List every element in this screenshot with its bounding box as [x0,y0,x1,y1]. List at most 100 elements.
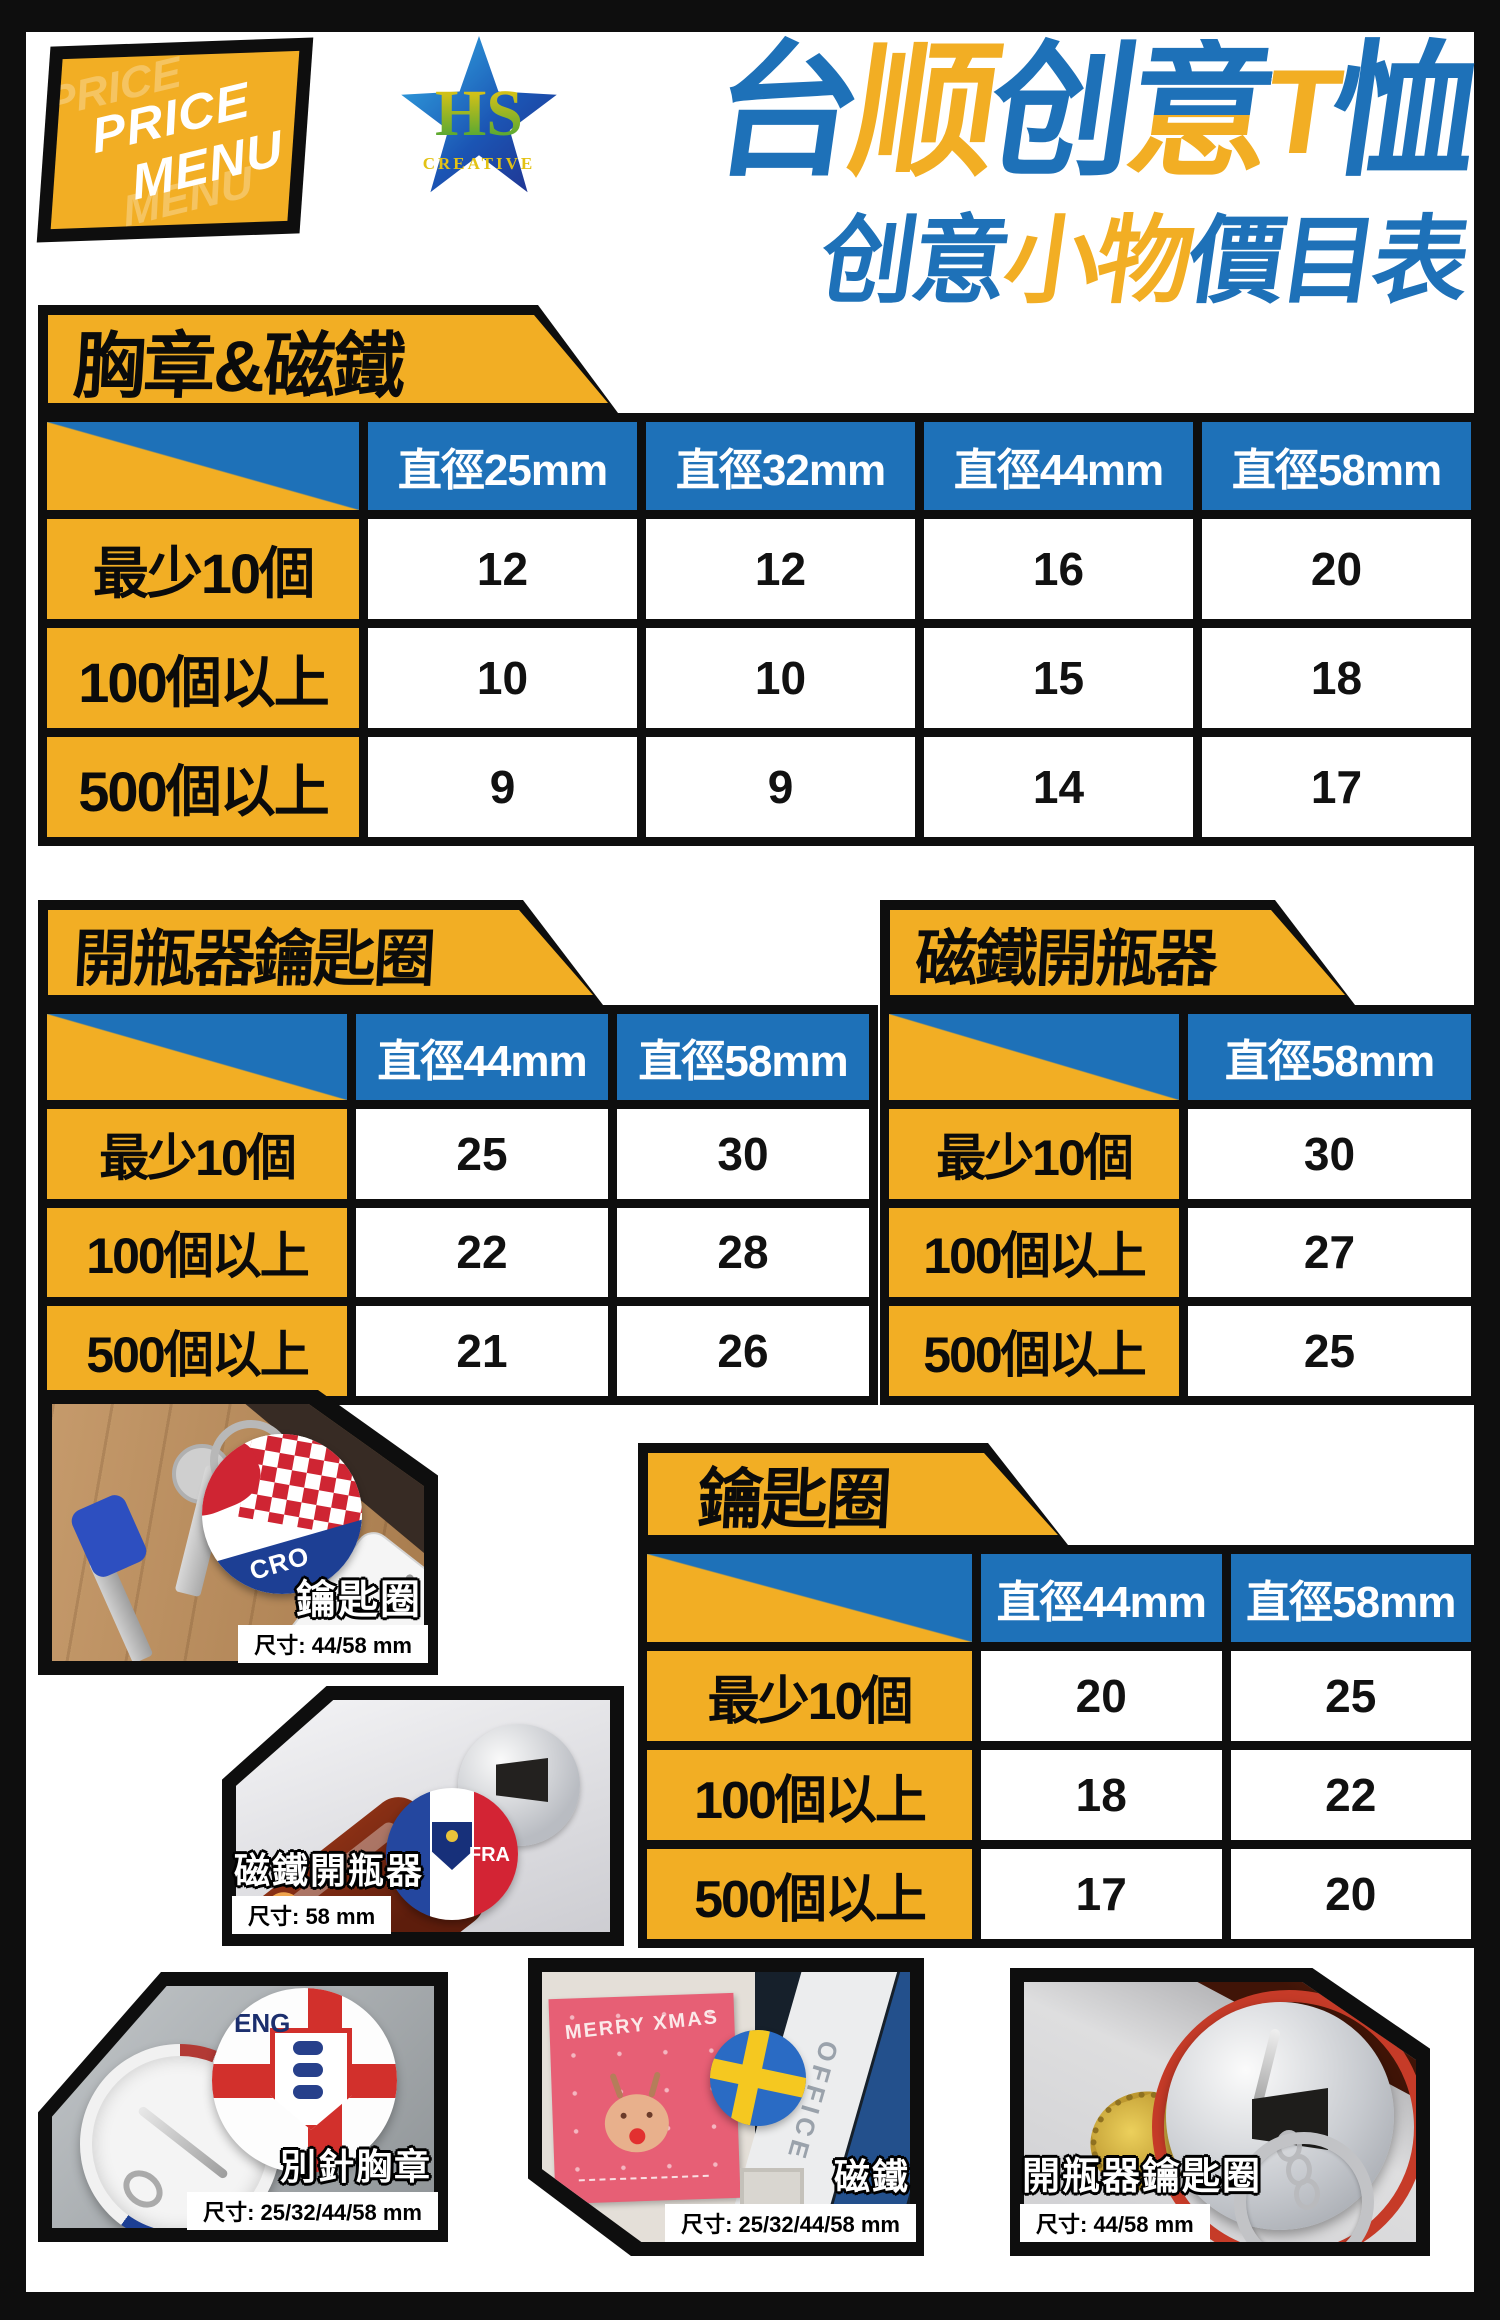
price-menu-badge: PRICE MENU PRICE MENU [36,37,314,243]
price-cell: 16 [924,519,1193,619]
diagonal-corner-cell [47,422,359,510]
column-header: 直徑58mm [617,1014,869,1100]
photo-label: 磁鐵 [833,2156,910,2197]
column-header: 直徑58mm [1188,1014,1471,1100]
section-heading-opener-keychain: 開瓶器鑰匙圈 [71,924,436,994]
column-header: 直徑44mm [356,1014,608,1100]
france-crest [432,1822,472,1870]
banner-fill [48,315,608,403]
row-label: 100個以上 [47,628,359,728]
opener-slot [496,1758,548,1802]
price-cell: 20 [1230,1849,1471,1939]
photo-label: 開瓶器鑰匙圈 [1022,2156,1263,2198]
england-badge-text: ENG [234,2008,291,2038]
photo-label: 別針胸章 [279,2146,432,2187]
row-label: 最少10個 [889,1109,1179,1199]
pin-badge-photo: ENG 別針胸章 尺寸: 25/32/44/58 mm [38,1972,448,2242]
price-cell: 15 [924,628,1193,728]
subtitle-char: 意 [905,208,1013,315]
photo-label: 磁鐵開瓶器 [234,1850,425,1891]
hs-creative-logo: HS CREATIVE [398,36,560,204]
reindeer-eye [646,2111,653,2118]
price-cell: 25 [356,1109,608,1199]
title-char: 台 [703,30,865,193]
banner-fill [648,1453,1058,1535]
magnet-photo: OFFICE MERRY XMAS 磁鐵 尺寸: 25/32/44/58 [528,1958,924,2256]
title-char: 意 [1117,30,1279,193]
title-char: 顺 [841,30,1003,193]
photo-size-note: 尺寸: 58 mm [232,1896,392,1934]
column-header: 直徑58mm [1230,1554,1471,1642]
banner-fill [890,910,1345,995]
magnet-opener-photo-scene: FRA [236,1700,610,1932]
christmas-card: MERRY XMAS [548,1992,741,2205]
reindeer-nose [629,2127,646,2145]
reindeer-eye [620,2112,627,2119]
photo-label: 鑰匙圈 [296,1578,422,1622]
photo-size-note: 尺寸: 25/32/44/58 mm [665,2204,916,2242]
price-cell: 12 [646,519,915,619]
price-cell: 14 [924,737,1193,837]
price-cell: 25 [1230,1651,1471,1741]
price-menu-badge-background: PRICE MENU PRICE MENU [50,50,300,230]
subtitle-char: 物 [1089,208,1197,315]
price-cell: 9 [646,737,915,837]
magnet-photo-scene: OFFICE MERRY XMAS [542,1972,910,2242]
christmas-card-text: MERRY XMAS [563,2006,720,2045]
diagonal-corner-cell [889,1014,1179,1100]
title-char: 创 [979,30,1141,193]
price-cell: 20 [1202,519,1471,619]
poster-title: 台 顺 创 意 T 恤 [562,22,1482,202]
reindeer-illustration [603,2071,670,2154]
section-banner-opener-keychain: 開瓶器鑰匙圈 [38,900,603,1005]
price-cell: 27 [1188,1207,1471,1298]
column-header: 直徑32mm [646,422,915,510]
section-banner-magnet-opener: 磁鐵開瓶器 [880,900,1355,1005]
subtitle-char: 创 [813,208,921,315]
column-header: 直徑44mm [981,1554,1222,1642]
column-header: 直徑58mm [1202,422,1471,510]
price-cell: 12 [368,519,637,619]
keychain-photo-scene: CRO [52,1404,424,1661]
photo-size-note: 尺寸: 44/58 mm [238,1625,428,1663]
croatia-badge: CRO [202,1434,362,1594]
poster-subtitle: 创 意 小 物 價 目 表 [693,208,1473,315]
title-char: 恤 [1320,30,1482,193]
price-cell: 22 [356,1207,608,1298]
keychain-table: 直徑44mm 直徑58mm 最少10個 20 25 100個以上 18 22 5… [638,1545,1480,1948]
price-cell: 18 [1202,628,1471,728]
section-banner-badges-magnets: 胸章&磁鐵 [38,305,618,413]
row-label: 最少10個 [647,1651,972,1741]
section-heading-keychain: 鑰匙圈 [695,1462,892,1536]
diagonal-corner-cell [647,1554,972,1642]
banner-fill [48,910,593,995]
price-cell: 30 [1188,1109,1471,1199]
row-label: 100個以上 [647,1750,972,1840]
england-badge: ENG [212,1988,397,2173]
column-header: 直徑25mm [368,422,637,510]
magnet-opener-table: 直徑58mm 最少10個 30 100個以上 27 500個以上 25 [880,1005,1480,1405]
row-label: 最少10個 [47,1109,347,1199]
row-label: 100個以上 [47,1207,347,1298]
card-writing-line [578,2174,709,2182]
price-cell: 22 [1230,1750,1471,1840]
price-cell: 10 [368,628,637,728]
price-cell: 21 [356,1306,608,1396]
row-label: 100個以上 [889,1207,1179,1298]
diagonal-corner-cell [47,1014,347,1100]
subtitle-char: 表 [1365,208,1473,315]
logo-monogram: HS [398,76,560,152]
row-label: 最少10個 [47,519,359,619]
price-cell: 10 [646,628,915,728]
row-label: 500個以上 [647,1849,972,1939]
keychain-photo: CRO 鑰匙圈 尺寸: 44/58 mm [38,1390,438,1675]
photo-size-note: 尺寸: 44/58 mm [1020,2204,1210,2242]
price-cell: 25 [1188,1306,1471,1396]
opener-keychain-photo-scene [1024,1982,1416,2242]
opener-keychain-table: 直徑44mm 直徑58mm 最少10個 25 30 100個以上 22 28 5… [38,1005,878,1405]
subtitle-char: 目 [1273,208,1381,315]
subtitle-char: 價 [1181,208,1289,315]
subtitle-char: 小 [997,208,1105,315]
price-cell: 20 [981,1651,1222,1741]
